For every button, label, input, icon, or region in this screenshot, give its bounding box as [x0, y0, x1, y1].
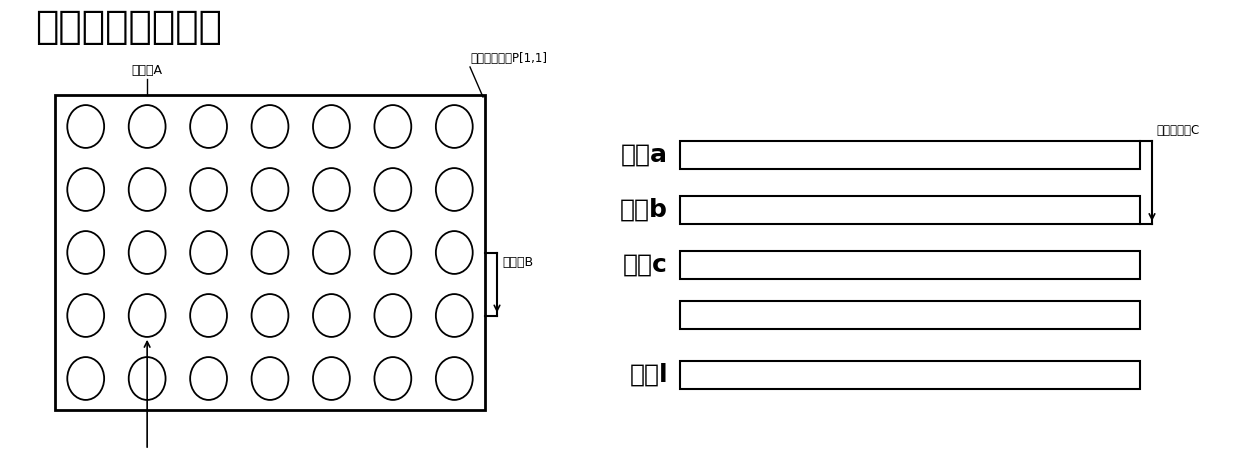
Ellipse shape	[374, 294, 412, 337]
Ellipse shape	[374, 168, 412, 211]
Ellipse shape	[312, 168, 350, 211]
Ellipse shape	[67, 168, 104, 211]
Bar	[55, 95, 485, 410]
Ellipse shape	[435, 105, 472, 148]
Ellipse shape	[435, 294, 472, 337]
Ellipse shape	[252, 168, 289, 211]
Ellipse shape	[190, 168, 227, 211]
Ellipse shape	[129, 105, 166, 148]
Text: 料盘坐标位置说明: 料盘坐标位置说明	[35, 8, 222, 46]
Ellipse shape	[312, 231, 350, 274]
Ellipse shape	[252, 105, 289, 148]
Ellipse shape	[312, 105, 350, 148]
Ellipse shape	[435, 357, 472, 400]
Ellipse shape	[435, 168, 472, 211]
Text: 行间距B: 行间距B	[502, 256, 533, 269]
Ellipse shape	[374, 357, 412, 400]
Ellipse shape	[67, 105, 104, 148]
Ellipse shape	[435, 231, 472, 274]
Ellipse shape	[374, 231, 412, 274]
Text: 料盘层间距C: 料盘层间距C	[1156, 124, 1199, 137]
Bar	[680, 196, 1140, 224]
Bar	[680, 141, 1140, 169]
Bar	[680, 361, 1140, 389]
Ellipse shape	[67, 294, 104, 337]
Ellipse shape	[252, 231, 289, 274]
Bar	[680, 251, 1140, 279]
Ellipse shape	[67, 231, 104, 274]
Ellipse shape	[190, 294, 227, 337]
Text: 料盘b: 料盘b	[620, 198, 668, 222]
Ellipse shape	[252, 357, 289, 400]
Text: 料盘l: 料盘l	[630, 363, 668, 387]
Ellipse shape	[129, 168, 166, 211]
Text: 列间距A: 列间距A	[131, 64, 162, 77]
Ellipse shape	[252, 294, 289, 337]
Ellipse shape	[67, 357, 104, 400]
Ellipse shape	[129, 294, 166, 337]
Ellipse shape	[190, 231, 227, 274]
Ellipse shape	[374, 105, 412, 148]
Ellipse shape	[129, 231, 166, 274]
Ellipse shape	[190, 105, 227, 148]
Text: 料盘a: 料盘a	[621, 143, 668, 167]
Ellipse shape	[312, 357, 350, 400]
Bar	[680, 301, 1140, 329]
Text: 料盘初始工位P[1,1]: 料盘初始工位P[1,1]	[470, 52, 547, 65]
Ellipse shape	[129, 357, 166, 400]
Ellipse shape	[312, 294, 350, 337]
Text: 料盘c: 料盘c	[624, 253, 668, 277]
Ellipse shape	[190, 357, 227, 400]
